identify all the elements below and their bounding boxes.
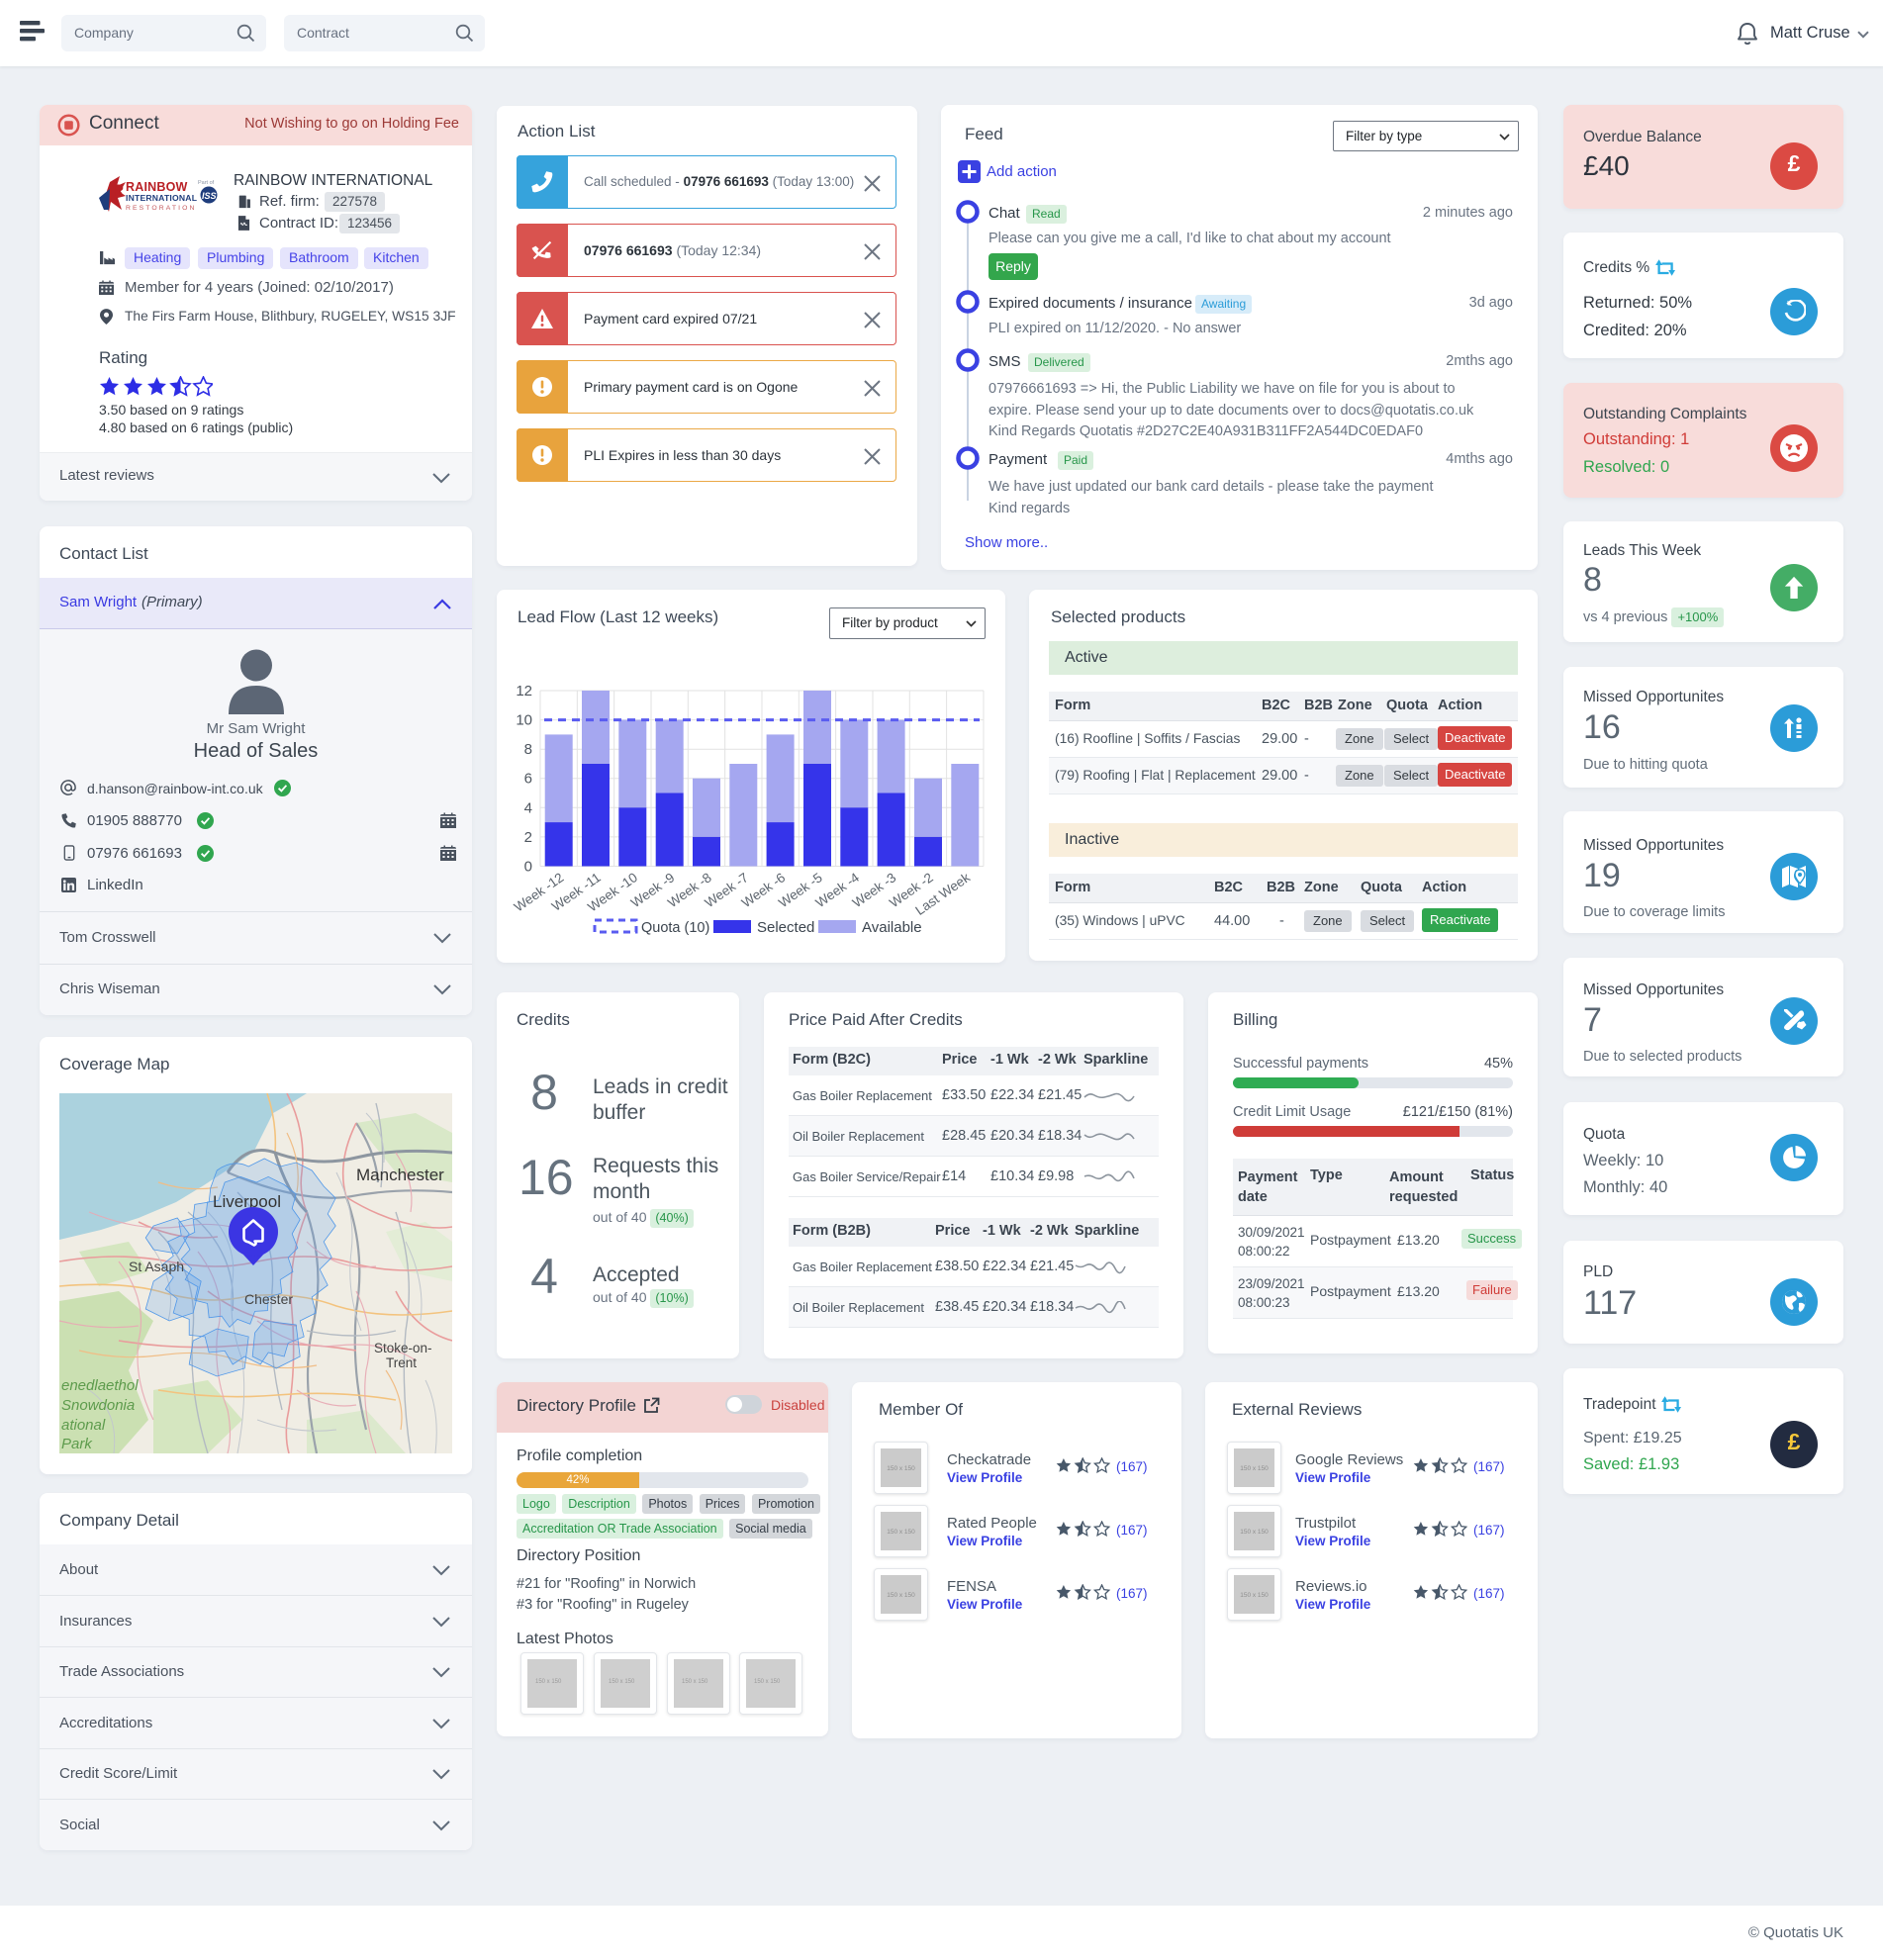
svg-text:Chester: Chester	[244, 1291, 293, 1307]
svg-text:Snowdonia: Snowdonia	[61, 1397, 135, 1414]
svg-text:2: 2	[524, 829, 532, 846]
svg-text:0: 0	[524, 859, 532, 876]
svg-text:10: 10	[516, 712, 532, 729]
svg-text:12: 12	[516, 683, 532, 700]
svg-text:St Asaph: St Asaph	[129, 1259, 184, 1274]
svg-text:8: 8	[524, 741, 532, 758]
svg-text:Selected: Selected	[757, 919, 814, 936]
svg-text:Manchester: Manchester	[356, 1166, 444, 1184]
svg-text:4: 4	[524, 799, 532, 816]
svg-text:ISS: ISS	[202, 191, 217, 201]
svg-text:Part of: Part of	[198, 180, 215, 186]
svg-text:6: 6	[524, 771, 532, 788]
svg-text:enedlaethol: enedlaethol	[61, 1377, 139, 1394]
svg-text:Park: Park	[61, 1436, 93, 1452]
svg-text:Quota (10): Quota (10)	[641, 920, 709, 936]
svg-text:RESTORATION: RESTORATION	[126, 205, 197, 212]
svg-text:Liverpool: Liverpool	[213, 1192, 281, 1211]
svg-text:ational: ational	[61, 1417, 106, 1434]
svg-text:Available: Available	[862, 919, 922, 936]
svg-text:R: R	[112, 181, 124, 200]
svg-text:Trent: Trent	[386, 1355, 417, 1370]
svg-text:INTERNATIONAL: INTERNATIONAL	[126, 193, 197, 203]
svg-text:Stoke-on-: Stoke-on-	[374, 1341, 432, 1355]
svg-text:RAINBOW: RAINBOW	[126, 180, 188, 194]
